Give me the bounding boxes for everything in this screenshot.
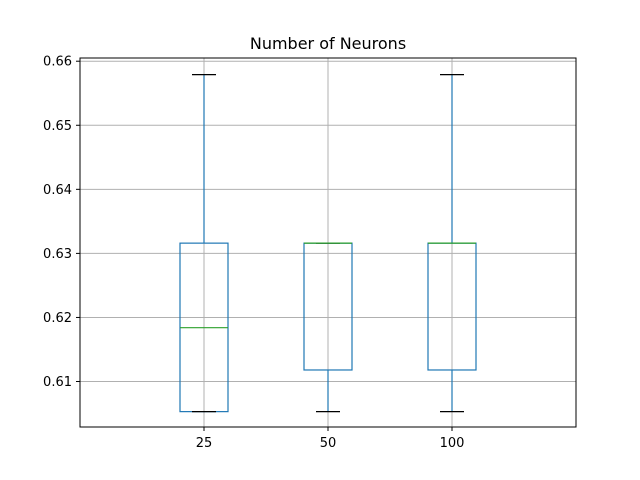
y-tick-label: 0.62 [43, 311, 72, 326]
y-tick-label: 0.66 [43, 55, 72, 70]
y-tick-label: 0.63 [43, 247, 72, 262]
chart-title: Number of Neurons [250, 34, 406, 53]
box-group-50 [303, 242, 353, 413]
x-tick-label: 25 [196, 436, 213, 451]
box-group-25 [179, 74, 229, 413]
y-tick-label: 0.64 [43, 183, 72, 198]
box-layer [179, 74, 477, 413]
y-tick-label: 0.65 [43, 119, 72, 134]
y-tick-label: 0.61 [43, 375, 72, 390]
x-tick-label: 50 [320, 436, 337, 451]
box-group-100 [427, 74, 477, 413]
tick-layer: 0.61 0.62 0.63 0.64 0.65 0.66 25 50 100 [43, 55, 464, 451]
x-tick-label: 100 [440, 436, 465, 451]
